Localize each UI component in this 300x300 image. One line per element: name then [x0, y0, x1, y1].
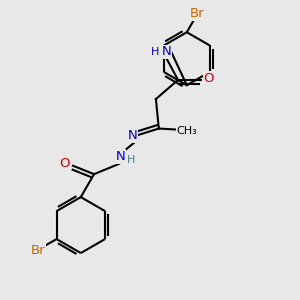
Text: N: N [116, 150, 125, 163]
Text: O: O [59, 158, 70, 170]
Text: Br: Br [190, 7, 204, 20]
Text: H: H [151, 47, 159, 57]
Text: N: N [162, 46, 172, 59]
Text: N: N [128, 129, 137, 142]
Text: Br: Br [31, 244, 46, 256]
Text: H: H [127, 155, 135, 165]
Text: CH₃: CH₃ [176, 127, 197, 136]
Text: O: O [204, 72, 214, 85]
